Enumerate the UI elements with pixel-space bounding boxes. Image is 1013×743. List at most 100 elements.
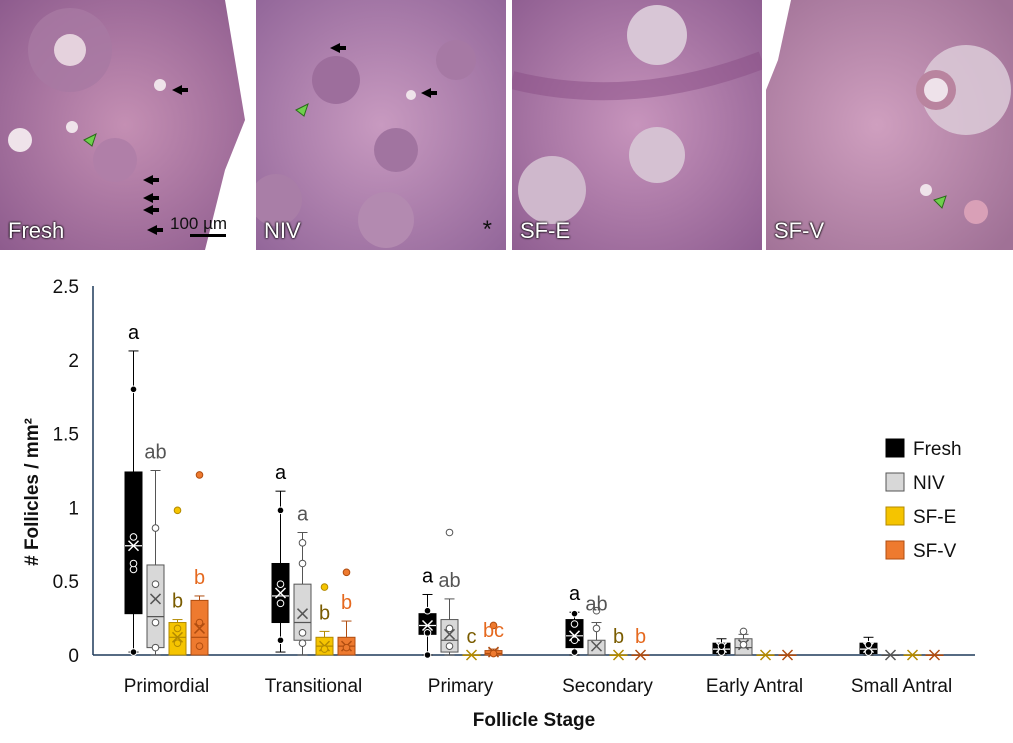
data-point xyxy=(570,648,579,656)
significance-letter: b xyxy=(319,602,330,624)
data-point xyxy=(423,651,432,659)
significance-letter: ab xyxy=(585,594,607,616)
data-point xyxy=(298,539,307,547)
box-sf-e-early-antral xyxy=(756,649,775,661)
data-point xyxy=(276,636,285,645)
x-tick-label: Primordial xyxy=(124,676,210,697)
data-point xyxy=(489,621,498,630)
mean-marker xyxy=(928,649,941,661)
box-sf-v-primordial xyxy=(190,471,209,656)
mean-marker xyxy=(884,649,897,661)
data-point xyxy=(276,580,285,588)
scale-bar xyxy=(190,234,226,237)
x-tick-label: Primary xyxy=(428,676,494,697)
data-point xyxy=(129,559,138,568)
box-sf-v-secondary xyxy=(631,649,650,661)
data-point xyxy=(445,642,454,650)
box-niv-secondary xyxy=(587,606,606,656)
significance-letter: ab xyxy=(144,442,166,464)
mean-marker xyxy=(781,649,794,661)
data-point xyxy=(173,639,182,647)
tissue-image-sf-v xyxy=(766,0,1013,250)
data-point xyxy=(592,624,601,633)
y-tick-label: 0.5 xyxy=(53,572,79,593)
legend-swatch xyxy=(885,438,905,458)
histology-panel-sf-e: SF-E xyxy=(512,0,762,250)
significance-letter: b xyxy=(635,626,646,648)
data-point xyxy=(445,528,454,537)
box-iqr xyxy=(146,564,165,649)
tissue-image-fresh xyxy=(0,0,250,250)
significance-letter: b xyxy=(172,591,183,613)
y-tick-label: 2 xyxy=(68,351,79,372)
mean-marker xyxy=(296,608,309,620)
mean-marker xyxy=(465,649,478,661)
asterisk-mark: * xyxy=(482,216,492,243)
box-niv-early-antral xyxy=(734,627,753,656)
box-fresh-early-antral xyxy=(712,638,731,656)
panel-label-niv: NIV xyxy=(264,218,301,243)
histology-panel-niv: NIV * xyxy=(256,0,506,250)
box-sf-v-transitional xyxy=(337,568,356,656)
follicle-boxplot-chart: 0 0.5 1 1.5 2 2.5 Primordial Transitional Prima… xyxy=(22,277,975,731)
data-point xyxy=(342,643,351,652)
data-point xyxy=(195,642,204,650)
box-fresh-primary xyxy=(418,593,437,659)
significance-letter: b xyxy=(194,567,205,589)
box-iqr xyxy=(124,471,143,615)
data-point xyxy=(173,624,182,633)
box-niv-transitional xyxy=(293,531,312,656)
data-point xyxy=(717,642,726,650)
significance-letter: b xyxy=(341,592,352,614)
significance-letter: b xyxy=(613,626,624,648)
legend-label: SF-V xyxy=(913,541,957,562)
data-point xyxy=(129,533,138,541)
box-fresh-secondary xyxy=(565,609,584,656)
data-point xyxy=(739,627,748,636)
boxes xyxy=(124,350,944,661)
box-iqr xyxy=(168,622,187,656)
box-sf-v-early-antral xyxy=(778,649,797,661)
y-tick-label: 1 xyxy=(68,498,79,519)
mean-marker xyxy=(634,649,647,661)
tissue-image-sf-e xyxy=(512,0,762,250)
significance-letter: bc xyxy=(483,620,504,642)
scale-bar-label: 100 µm xyxy=(170,214,228,233)
panel-label-fresh: Fresh xyxy=(8,218,65,243)
x-tick-label: Early Antral xyxy=(706,676,803,697)
data-point xyxy=(423,606,432,615)
data-point xyxy=(276,506,285,515)
significance-letter: a xyxy=(275,462,287,484)
histology-panel-fresh: Fresh 100 µm xyxy=(0,0,250,250)
data-point xyxy=(195,471,204,479)
x-axis-label: Follicle Stage xyxy=(473,710,595,731)
significance-letter: a xyxy=(297,503,309,525)
box-sf-v-primary xyxy=(484,621,503,658)
box-iqr xyxy=(440,619,459,653)
box-sf-e-secondary xyxy=(609,649,628,661)
box-fresh-small-antral xyxy=(859,636,878,656)
y-tick-label: 1.5 xyxy=(53,425,79,446)
data-point xyxy=(151,618,160,627)
mean-marker xyxy=(171,631,184,643)
x-tick-label: Secondary xyxy=(562,676,653,697)
data-point xyxy=(276,599,285,608)
data-point xyxy=(151,524,160,532)
box-sf-e-transitional xyxy=(315,583,334,656)
y-tick-label: 0 xyxy=(68,646,79,667)
box-sf-e-primordial xyxy=(168,506,187,656)
mean-marker xyxy=(421,619,434,632)
box-niv-primordial xyxy=(146,470,165,656)
legend-swatch xyxy=(885,540,905,560)
data-point xyxy=(151,643,160,652)
tissue-image-niv xyxy=(256,0,506,250)
mean-marker xyxy=(193,622,206,634)
data-point xyxy=(298,629,307,637)
data-point xyxy=(489,649,498,658)
data-point xyxy=(570,620,579,628)
data-point xyxy=(195,618,204,627)
data-point xyxy=(570,636,579,645)
data-point xyxy=(151,580,160,588)
data-point xyxy=(129,385,138,394)
